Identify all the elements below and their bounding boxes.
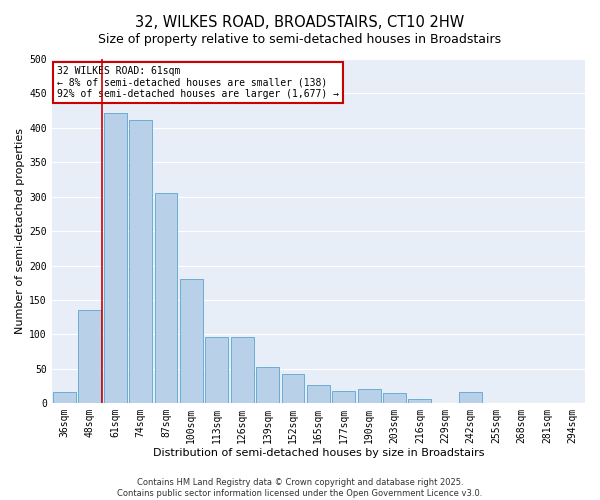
Bar (155, 193, 178, 403)
Bar (307, 384, 330, 403)
Bar (79, 310, 101, 403)
Bar (231, 337, 254, 403)
Bar (129, 120, 152, 403)
Bar (358, 389, 380, 403)
Text: 32, WILKES ROAD, BROADSTAIRS, CT10 2HW: 32, WILKES ROAD, BROADSTAIRS, CT10 2HW (136, 15, 464, 30)
Bar (409, 399, 431, 403)
Bar (180, 278, 203, 403)
Bar (459, 392, 482, 403)
Y-axis label: Number of semi-detached properties: Number of semi-detached properties (15, 128, 25, 334)
Text: Size of property relative to semi-detached houses in Broadstairs: Size of property relative to semi-detach… (98, 32, 502, 46)
Bar (332, 391, 355, 403)
Text: 32 WILKES ROAD: 61sqm
← 8% of semi-detached houses are smaller (138)
92% of semi: 32 WILKES ROAD: 61sqm ← 8% of semi-detac… (57, 66, 339, 99)
Bar (383, 393, 406, 403)
Bar (281, 374, 304, 403)
X-axis label: Distribution of semi-detached houses by size in Broadstairs: Distribution of semi-detached houses by … (152, 448, 484, 458)
Text: Contains HM Land Registry data © Crown copyright and database right 2025.
Contai: Contains HM Land Registry data © Crown c… (118, 478, 482, 498)
Bar (53, 392, 76, 403)
Bar (256, 366, 279, 403)
Bar (561, 402, 584, 403)
Bar (205, 337, 228, 403)
Bar (104, 112, 127, 403)
